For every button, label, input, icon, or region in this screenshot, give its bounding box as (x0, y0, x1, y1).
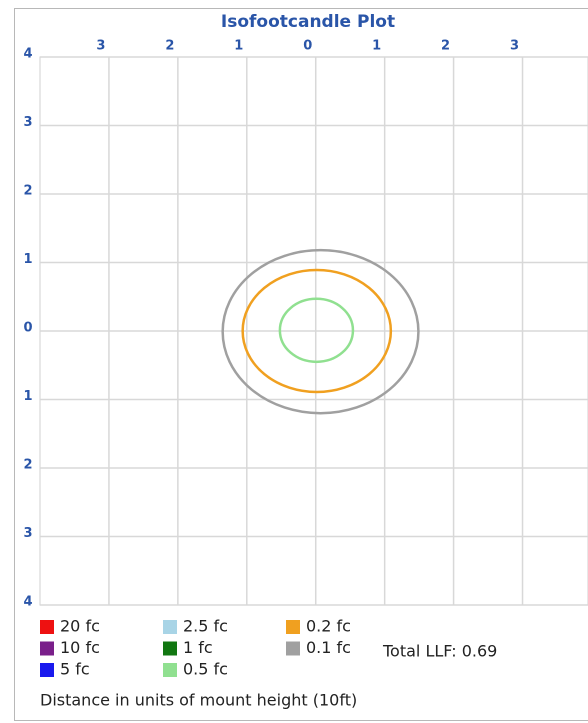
x-tick-label: 3 (510, 39, 519, 54)
legend-label: 2.5 fc (183, 617, 228, 636)
legend-label: 0.1 fc (306, 638, 351, 657)
y-tick-label: 4 (23, 595, 32, 610)
contour (278, 297, 355, 364)
y-tick-label: 4 (23, 47, 32, 62)
legend-swatch (163, 620, 177, 634)
legend-swatch (286, 641, 300, 656)
legend-swatch (40, 663, 54, 677)
legend-label: 1 fc (183, 638, 213, 657)
contour (221, 248, 420, 415)
legend-label: 0.2 fc (306, 617, 351, 636)
y-tick-label: 2 (23, 458, 32, 473)
x-tick-label: 1 (372, 39, 381, 54)
x-axis-label: Distance in units of mount height (10ft) (40, 691, 357, 710)
legend-swatch (163, 663, 177, 677)
x-tick-label: 3 (96, 39, 105, 54)
legend-swatch (40, 641, 54, 656)
x-tick-label: 2 (165, 39, 174, 54)
x-tick-label: 0 (303, 39, 312, 54)
y-tick-label: 3 (23, 526, 32, 541)
legend-swatch (286, 620, 300, 634)
x-tick-label: 1 (234, 39, 243, 54)
legend-swatch (163, 641, 177, 656)
legend-label: 20 fc (60, 617, 100, 636)
y-tick-label: 2 (23, 184, 32, 199)
contour (241, 268, 393, 394)
y-tick-label: 1 (23, 252, 32, 267)
annotation: Total LLF: 0.69 (382, 642, 497, 661)
y-tick-label: 3 (23, 115, 32, 130)
y-tick-label: 1 (23, 389, 32, 404)
legend-label: 0.5 fc (183, 660, 228, 679)
legend-swatch (40, 620, 54, 634)
legend-label: 5 fc (60, 660, 90, 679)
chart-title: Isofootcandle Plot (221, 12, 395, 32)
y-tick-label: 0 (23, 321, 32, 336)
x-tick-label: 2 (441, 39, 450, 54)
legend-label: 10 fc (60, 638, 100, 657)
